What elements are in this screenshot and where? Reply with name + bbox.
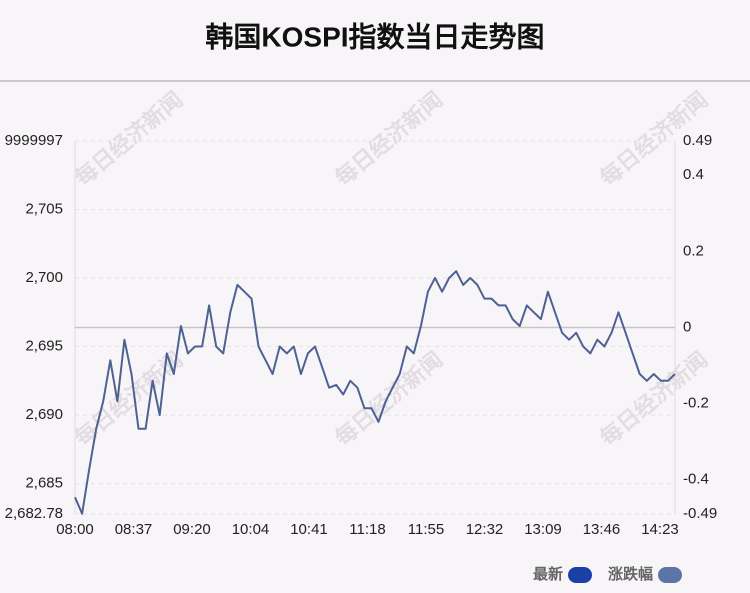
y2-tick-label: 0.4 xyxy=(683,166,704,183)
line-series xyxy=(74,270,676,515)
x-tick-label: 10:41 xyxy=(290,521,328,538)
y2-tick-label: 0.49 xyxy=(683,132,712,149)
chart-title: 韩国KOSPI指数当日走势图 xyxy=(205,21,544,52)
y2-tick-label: -0.2 xyxy=(683,395,709,412)
x-tick-label: 11:18 xyxy=(349,521,385,538)
legend-swatch xyxy=(568,567,593,583)
y-tick-label: 2,695 xyxy=(25,338,63,355)
legend-label: 涨跌幅 xyxy=(608,565,653,583)
x-tick-label: 09:20 xyxy=(173,521,211,538)
legend-label: 最新 xyxy=(533,565,563,583)
y2-tick-label: 0.2 xyxy=(683,242,704,259)
y-tick-label: 2,700 xyxy=(25,269,63,286)
y-tick-label: 2,705 xyxy=(25,200,63,217)
y-tick-label: 2,682.78 xyxy=(5,505,63,522)
y2-tick-label: -0.49 xyxy=(683,505,717,522)
y2-tick-label: 0 xyxy=(683,318,691,335)
x-tick-label: 10:04 xyxy=(232,521,270,538)
y-tick-label: 9999997 xyxy=(5,132,63,149)
y-tick-label: 2,685 xyxy=(25,475,63,492)
x-tick-label: 08:37 xyxy=(115,521,153,538)
y2-tick-label: -0.4 xyxy=(683,471,709,488)
x-tick-label: 08:00 xyxy=(56,521,94,538)
y-tick-label: 2,690 xyxy=(25,406,63,423)
x-tick-label: 14:23 xyxy=(641,521,679,538)
legend-swatch xyxy=(658,567,683,583)
x-tick-label: 11:55 xyxy=(408,521,444,538)
x-tick-label: 12:32 xyxy=(466,521,504,538)
x-tick-label: 13:46 xyxy=(583,521,621,538)
x-tick-label: 13:09 xyxy=(524,521,562,538)
